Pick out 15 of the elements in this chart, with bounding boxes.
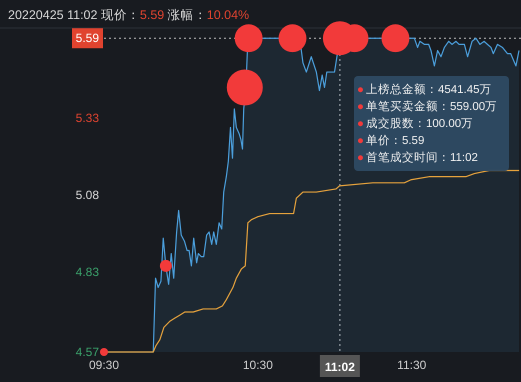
ref-line-label: 11:02: [324, 360, 356, 374]
ytick: 5.08: [76, 188, 99, 202]
xtick: 09:30: [88, 358, 120, 372]
title: 20220425 11:02 现价：5.59 涨幅：10.04%: [8, 8, 250, 22]
xtick: 10:30: [242, 358, 273, 372]
ytick: 5.33: [76, 111, 99, 126]
ref-line-label: 5.59: [76, 31, 100, 46]
annotation: ●首笔成交时间：11:02: [357, 152, 478, 164]
xtick: 11:30: [397, 358, 426, 372]
ytick: 4.83: [76, 265, 99, 280]
annotation: ●成交股数：100.00万: [357, 118, 474, 130]
annotation: ●上榜总金额：4541.45万: [357, 84, 492, 96]
ytick: 4.57: [76, 345, 99, 359]
annotation: ●单笔买卖金额：559.00万: [357, 101, 498, 113]
annotation: ●单价：5.59: [357, 135, 424, 147]
